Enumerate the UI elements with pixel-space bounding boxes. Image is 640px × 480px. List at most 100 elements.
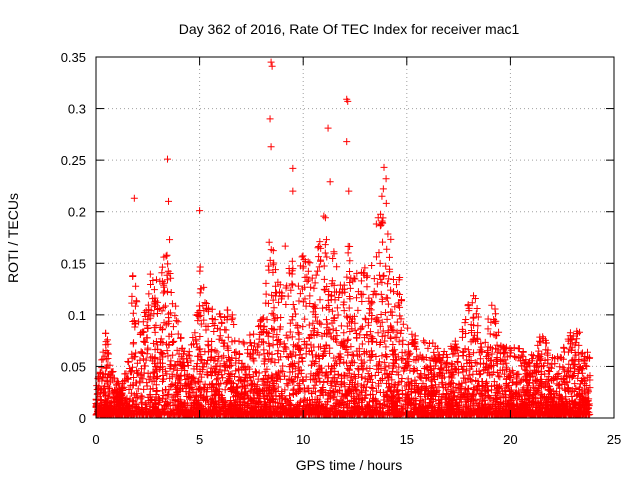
data-point [385, 275, 393, 283]
data-point [399, 354, 407, 362]
data-point [468, 377, 476, 385]
data-point [306, 292, 314, 300]
data-point [336, 397, 344, 405]
data-point [183, 393, 191, 401]
data-point [163, 251, 171, 259]
data-point [275, 298, 283, 306]
data-point [271, 359, 279, 367]
data-point [315, 263, 323, 271]
data-point [344, 249, 352, 257]
data-point [383, 245, 391, 253]
data-point [148, 395, 156, 403]
data-point [204, 322, 212, 330]
data-point [230, 321, 238, 329]
data-point [200, 363, 208, 371]
data-point [272, 282, 280, 290]
data-point [105, 350, 113, 358]
data-point [326, 349, 334, 357]
data-point [399, 336, 407, 344]
data-point [307, 341, 315, 349]
data-point [167, 289, 175, 297]
data-point [381, 332, 389, 340]
data-point [373, 280, 381, 288]
data-point [468, 299, 476, 307]
data-point [393, 328, 401, 336]
data-point [196, 385, 204, 393]
data-point [462, 315, 470, 323]
data-point [292, 389, 300, 397]
data-point [121, 396, 129, 404]
data-point [96, 369, 104, 377]
data-point [347, 343, 355, 351]
data-point [249, 346, 257, 354]
data-point [268, 291, 276, 299]
data-point [151, 328, 159, 336]
data-point [391, 381, 399, 389]
data-point [577, 350, 585, 358]
data-point [305, 334, 313, 342]
data-point [333, 304, 341, 312]
data-point [128, 292, 136, 300]
data-point [178, 344, 186, 352]
data-point [295, 297, 303, 305]
data-point [470, 349, 478, 357]
data-point [395, 338, 403, 346]
data-point [456, 389, 464, 397]
data-point [559, 363, 567, 371]
data-point [171, 312, 179, 320]
data-point [569, 386, 577, 394]
data-point [331, 361, 339, 369]
data-point [343, 273, 351, 281]
data-point [378, 352, 386, 360]
data-point [320, 275, 328, 283]
data-point [384, 280, 392, 288]
data-point [334, 311, 342, 319]
data-point [299, 298, 307, 306]
data-point [380, 358, 388, 366]
data-point [184, 351, 192, 359]
data-point [555, 381, 563, 389]
data-point [320, 262, 328, 270]
data-point [306, 259, 314, 267]
data-point [464, 375, 472, 383]
data-point [291, 310, 299, 318]
data-point [177, 334, 185, 342]
data-point [582, 381, 590, 389]
data-point [459, 352, 467, 360]
data-point [571, 380, 579, 388]
data-point [174, 318, 182, 326]
data-point [581, 388, 589, 396]
data-point [323, 378, 331, 386]
data-point [284, 292, 292, 300]
data-point [224, 346, 232, 354]
data-point [322, 316, 330, 324]
data-point [166, 361, 174, 369]
data-point [200, 316, 208, 324]
data-point [384, 294, 392, 302]
data-point [529, 355, 537, 363]
data-point [211, 397, 219, 405]
data-point [323, 253, 331, 261]
data-point [375, 380, 383, 388]
data-point [211, 316, 219, 324]
data-point [289, 281, 297, 289]
data-point [210, 328, 218, 336]
data-point [372, 387, 380, 395]
data-point [377, 210, 385, 218]
data-point [315, 374, 323, 382]
data-point [348, 350, 356, 358]
data-point [191, 378, 199, 386]
data-point [136, 356, 144, 364]
data-point [201, 380, 209, 388]
data-point [385, 384, 393, 392]
data-point [211, 368, 219, 376]
data-point [140, 385, 148, 393]
data-point [168, 300, 176, 308]
data-point [568, 336, 576, 344]
data-point [187, 357, 195, 365]
data-point [481, 338, 489, 346]
data-point [307, 361, 315, 369]
data-point [321, 286, 329, 294]
data-point [557, 354, 565, 362]
data-point [491, 305, 499, 313]
